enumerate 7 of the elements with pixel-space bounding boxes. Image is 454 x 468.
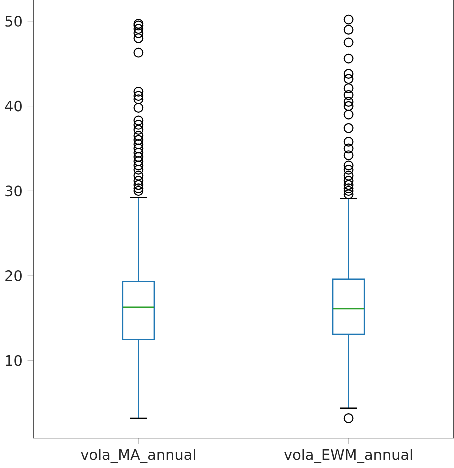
y-tick-label: 50 (6, 16, 22, 27)
y-tick-label: 20 (6, 270, 22, 282)
y-tick-label: 10 (6, 355, 22, 366)
y-tick-label: 40 (5, 100, 22, 112)
x-tick-label: vola_EWM_annual (284, 449, 412, 464)
y-tick-label: 30 (6, 186, 22, 197)
x-tick-label: vola_MA_annual (81, 449, 196, 464)
